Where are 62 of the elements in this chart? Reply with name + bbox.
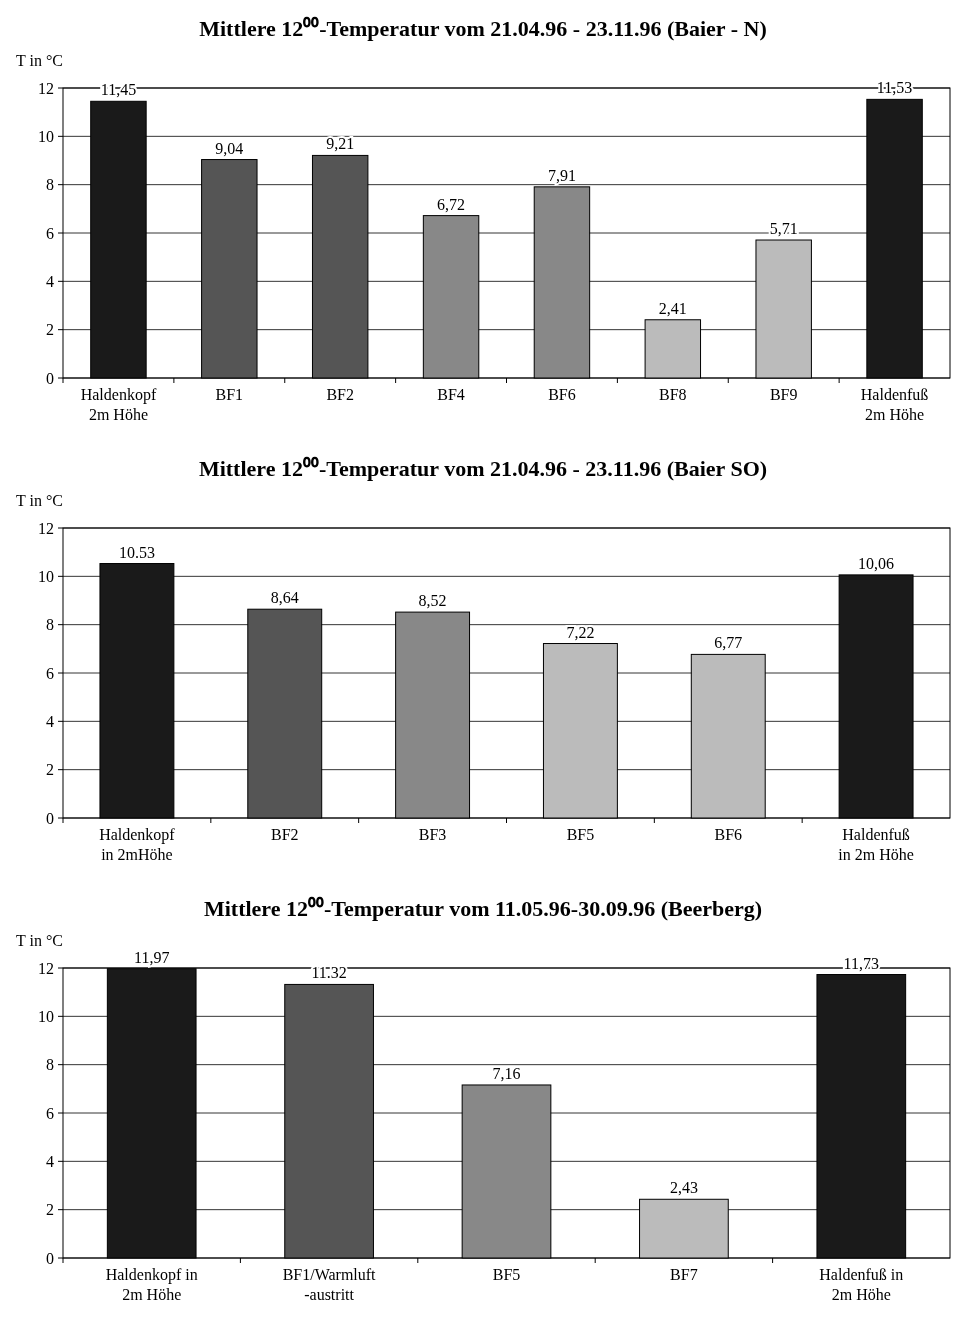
- y-tick-label: 0: [46, 809, 54, 827]
- x-tick-label: BF6: [714, 826, 743, 843]
- y-tick-label: 0: [46, 369, 54, 387]
- x-tick-label: BF4: [437, 386, 465, 403]
- x-tick-label: BF2: [326, 386, 354, 403]
- x-tick-label: Haldenkopf 2m Höhe: [80, 386, 157, 423]
- y-tick-label: 10: [38, 1007, 54, 1025]
- data-label: 11,97: [134, 948, 170, 966]
- data-label: 6,72: [437, 195, 466, 213]
- x-tick-label: BF6: [548, 386, 576, 403]
- data-label: 8,64: [270, 589, 299, 607]
- x-tick-label: BF1: [215, 386, 244, 403]
- x-tick-label: Haldenkopf in 2mHöhe: [99, 826, 176, 863]
- data-label: 7,91: [547, 166, 576, 184]
- data-label: 7,16: [492, 1064, 521, 1082]
- x-tick-label: BF3: [418, 826, 447, 843]
- x-tick-label: BF5: [492, 1266, 521, 1283]
- x-tick-label: BF1/Warmluft -austritt: [282, 1266, 377, 1303]
- x-tick-label: BF2: [270, 826, 299, 843]
- x-tick-label: BF8: [659, 386, 687, 403]
- y-tick-label: 6: [46, 224, 54, 242]
- data-label: 2,43: [669, 1179, 698, 1197]
- chart-title: Mittlere 12⁰⁰-Temperatur vom 11.05.96-30.09.96 (Beerberg): [203, 896, 763, 921]
- y-tick-label: 6: [46, 664, 54, 682]
- y-tick-label: 4: [46, 712, 54, 730]
- y-tick-label: 12: [38, 519, 54, 537]
- y-tick-label: 4: [46, 272, 54, 290]
- y-tick-label: 12: [38, 959, 54, 977]
- data-label: 10.53: [118, 543, 155, 561]
- y-tick-label: 2: [46, 761, 54, 779]
- y-axis-title: T in °C: [16, 52, 63, 69]
- x-tick-label: Haldenfuß 2m Höhe: [860, 386, 929, 423]
- x-tick-label: BF9: [769, 386, 798, 403]
- data-label: 8,52: [418, 592, 447, 610]
- y-tick-label: 12: [38, 79, 54, 97]
- y-tick-label: 2: [46, 321, 54, 339]
- y-tick-label: 10: [38, 127, 54, 145]
- chart-title: Mittlere 12⁰⁰-Temperatur vom 21.04.96 - 23.11.96 (Baier SO): [198, 456, 768, 481]
- y-tick-label: 8: [46, 616, 54, 634]
- y-tick-label: 6: [46, 1104, 54, 1122]
- x-tick-label: BF5: [566, 826, 595, 843]
- data-label: 9,21: [326, 135, 355, 153]
- x-tick-label: Haldenkopf in 2m Höhe: [105, 1266, 198, 1303]
- data-label: 9,04: [215, 139, 244, 157]
- y-axis-title: T in °C: [16, 932, 63, 949]
- data-label: 5,71: [769, 220, 798, 238]
- data-label: 7,22: [566, 623, 595, 641]
- chart-title: Mittlere 12⁰⁰-Temperatur vom 21.04.96 - 23.11.96 (Baier - N): [199, 16, 767, 41]
- y-tick-label: 10: [38, 567, 54, 585]
- x-tick-label: BF7: [670, 1266, 698, 1283]
- x-tick-label: Haldenfuß in 2m Höhe: [819, 1266, 904, 1303]
- y-axis-title: T in °C: [16, 492, 63, 509]
- x-tick-label: Haldenfuß in 2m Höhe: [838, 826, 914, 863]
- data-label: 2,41: [658, 299, 687, 317]
- data-label: 11.32: [311, 964, 347, 982]
- y-tick-label: 4: [46, 1152, 54, 1170]
- data-label: 6,77: [714, 634, 743, 652]
- y-tick-label: 2: [46, 1201, 54, 1219]
- y-tick-label: 8: [46, 176, 54, 194]
- data-label: 10,06: [858, 554, 895, 572]
- y-tick-label: 8: [46, 1056, 54, 1074]
- y-tick-label: 0: [46, 1249, 54, 1267]
